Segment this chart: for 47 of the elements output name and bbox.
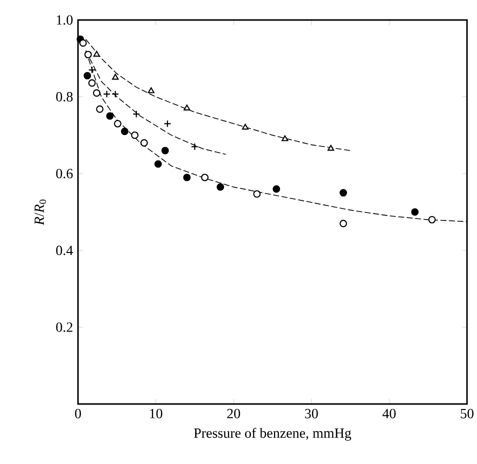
point (103, 90, 111, 98)
point (328, 144, 334, 151)
point (161, 146, 169, 154)
point (112, 74, 119, 80)
point (96, 105, 104, 113)
point (164, 120, 172, 128)
point (183, 174, 191, 182)
x-tick-label: 40 (382, 408, 396, 418)
point (88, 66, 96, 74)
point (93, 50, 100, 57)
point (154, 160, 162, 168)
point (84, 72, 92, 80)
x-tick-label: 10 (150, 408, 162, 418)
point (79, 39, 87, 47)
point (184, 104, 190, 110)
point (190, 142, 198, 150)
y-tick-label: 0.4 (56, 246, 73, 256)
y-tick-label: 1.0 (56, 15, 73, 25)
point (282, 135, 288, 142)
point (201, 174, 209, 182)
point (131, 131, 139, 139)
point (112, 90, 120, 98)
point (84, 50, 92, 58)
point (216, 183, 224, 191)
point (242, 124, 249, 130)
point (88, 79, 96, 87)
point (272, 185, 280, 193)
point (148, 87, 154, 94)
y-tick-label: 0.6 (56, 168, 73, 178)
point (428, 216, 436, 224)
point (132, 110, 140, 118)
point (140, 139, 148, 147)
point (120, 128, 128, 136)
point (253, 190, 261, 198)
x-tick-label: 0 (75, 408, 81, 418)
point (106, 112, 114, 120)
point (411, 208, 419, 216)
x-tick-label: 50 (460, 408, 474, 418)
point (114, 120, 122, 128)
point (340, 189, 348, 197)
y-tick-label: 0.2 (56, 322, 72, 332)
point (340, 220, 348, 228)
x-tick-label: 20 (227, 408, 240, 418)
y-tick-label: 0.8 (56, 92, 73, 102)
point (92, 89, 100, 97)
x-tick-label: 30 (305, 408, 318, 418)
x-axis-title: Pressure of benzene, mmHg (194, 428, 352, 441)
